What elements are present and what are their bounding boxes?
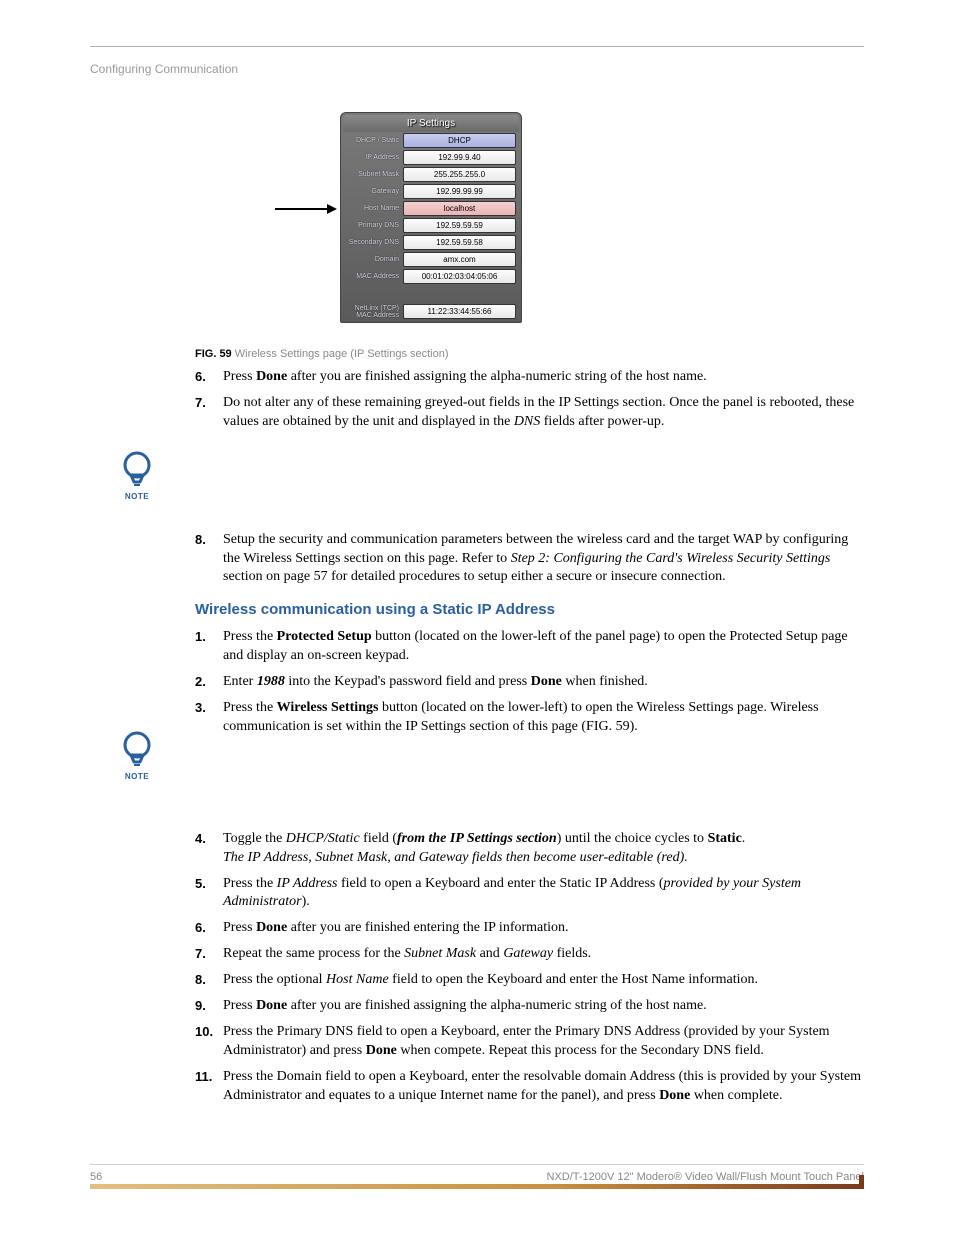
list-text: Enter 1988 into the Keypad's password fi… [223, 674, 648, 689]
list-item: 11. Press the Domain field to open a Keyb… [195, 1068, 864, 1106]
footer-title: NXD/T-1200V 12" Modero® Video Wall/Flush… [546, 1171, 864, 1183]
note-label: NOTE [118, 772, 156, 781]
ip-row: Primary DNS192.59.59.59 [343, 217, 519, 234]
ip-row: MAC Address00:01:02:03:04:05:06 [343, 268, 519, 285]
ip-row: Secondary DNS192.59.59.58 [343, 234, 519, 251]
list-text: Do not alter any of these remaining grey… [223, 395, 854, 429]
list-number: 8. [195, 531, 206, 549]
list-item: 1. Press the Protected Setup button (loca… [195, 628, 864, 666]
list-number: 11. [195, 1068, 212, 1086]
note-icon: NOTE [118, 730, 156, 781]
list-item: 4. Toggle the DHCP/Static field (from the… [195, 830, 864, 868]
ip-settings-panel: IP Settings DHCP / StaticDHCPIP Address1… [340, 112, 522, 323]
list-text: Press Done after you are finished assign… [223, 998, 707, 1013]
ip-label: Secondary DNS [343, 239, 403, 246]
figure-caption-text: Wireless Settings page (IP Settings sect… [232, 348, 449, 360]
list-item: 6. Press Done after you are finished assi… [195, 368, 864, 387]
main-content: 6. Press Done after you are finished assi… [195, 368, 864, 1112]
list-number: 6. [195, 919, 206, 937]
footer-bar [90, 1184, 864, 1189]
ip-field: DHCP [403, 133, 516, 148]
list-text: Press the Primary DNS field to open a Ke… [223, 1024, 830, 1058]
list-number: 7. [195, 945, 206, 963]
ip-field: 00:01:02:03:04:05:06 [403, 269, 516, 284]
ip-row: Subnet Mask255.255.255.0 [343, 166, 519, 183]
list-text: Press the IP Address field to open a Key… [223, 876, 801, 910]
ip-settings-title: IP Settings [343, 115, 519, 132]
list-item: 3. Press the Wireless Settings button (lo… [195, 699, 864, 737]
ip-field: 255.255.255.0 [403, 167, 516, 182]
ip-row: Host Namelocalhost [343, 200, 519, 217]
ip-label: Gateway [343, 188, 403, 195]
list-item: 9. Press Done after you are finished assi… [195, 997, 864, 1016]
note-icon: NOTE [118, 450, 156, 501]
ip-label: Primary DNS [343, 222, 403, 229]
list-number: 9. [195, 997, 206, 1015]
ip-label: MAC Address [343, 273, 403, 280]
ip-field: amx.com [403, 252, 516, 267]
list-text: Repeat the same process for the Subnet M… [223, 946, 591, 961]
ip-label: IP Address [343, 154, 403, 161]
list-item: 2. Enter 1988 into the Keypad's password … [195, 673, 864, 692]
ip-label: Host Name [343, 205, 403, 212]
list-text: Press the Protected Setup button (locate… [223, 629, 848, 663]
list-text: Press the optional Host Name field to op… [223, 972, 758, 987]
list-item: 7. Repeat the same process for the Subnet… [195, 945, 864, 964]
list-text: Setup the security and communication par… [223, 532, 848, 585]
header-section-label: Configuring Communication [90, 62, 238, 76]
ip-row: DHCP / StaticDHCP [343, 132, 519, 149]
list-item: 5. Press the IP Address field to open a K… [195, 875, 864, 913]
ip-field: 192.59.59.59 [403, 218, 516, 233]
list-item: 7. Do not alter any of these remaining gr… [195, 394, 864, 432]
ip-field: localhost [403, 201, 516, 216]
list-number: 8. [195, 971, 206, 989]
list-number: 4. [195, 830, 206, 848]
ip-label: Domain [343, 256, 403, 263]
ip-row: Gateway192.99.99.99 [343, 183, 519, 200]
list-item: 8. Press the optional Host Name field to … [195, 971, 864, 990]
list-number: 2. [195, 673, 206, 691]
list-item: 8. Setup the security and communication p… [195, 531, 864, 588]
page-footer: 56 NXD/T-1200V 12" Modero® Video Wall/Fl… [90, 1164, 864, 1183]
list-text: Press the Wireless Settings button (loca… [223, 700, 819, 734]
footer-bar-end [859, 1175, 864, 1189]
ip-field: 11:22:33:44:55:66 [403, 304, 516, 319]
list-text: Press the Domain field to open a Keyboar… [223, 1069, 861, 1103]
ip-field: 192.99.9.40 [403, 150, 516, 165]
list-number: 7. [195, 394, 206, 412]
list-text: Press Done after you are finished assign… [223, 369, 707, 384]
list-number: 6. [195, 368, 206, 386]
ip-row: Domainamx.com [343, 251, 519, 268]
ip-field: 192.99.99.99 [403, 184, 516, 199]
ip-label: NetLinx (TCP) MAC Address [343, 305, 403, 319]
ip-label: Subnet Mask [343, 171, 403, 178]
list-text: Press Done after you are finished enteri… [223, 920, 569, 935]
list-number: 1. [195, 628, 206, 646]
ip-field: 192.59.59.58 [403, 235, 516, 250]
figure-caption-num: FIG. 59 [195, 348, 232, 360]
top-rule [90, 46, 864, 47]
page-number: 56 [90, 1171, 102, 1183]
ip-row-extra: NetLinx (TCP) MAC Address 11:22:33:44:55… [343, 303, 519, 320]
list-item: 10. Press the Primary DNS field to open a… [195, 1023, 864, 1061]
ip-label: DHCP / Static [343, 137, 403, 144]
ip-settings-figure: IP Settings DHCP / StaticDHCPIP Address1… [275, 112, 675, 323]
list-number: 5. [195, 875, 206, 893]
note-label: NOTE [118, 492, 156, 501]
list-item: 6. Press Done after you are finished ente… [195, 919, 864, 938]
list-number: 3. [195, 699, 206, 717]
list-text: Toggle the DHCP/Static field (from the I… [223, 831, 745, 865]
figure-caption: FIG. 59 Wireless Settings page (IP Setti… [195, 348, 449, 360]
list-number: 10. [195, 1023, 213, 1041]
section-heading: Wireless communication using a Static IP… [195, 601, 864, 618]
ip-row: IP Address192.99.9.40 [343, 149, 519, 166]
